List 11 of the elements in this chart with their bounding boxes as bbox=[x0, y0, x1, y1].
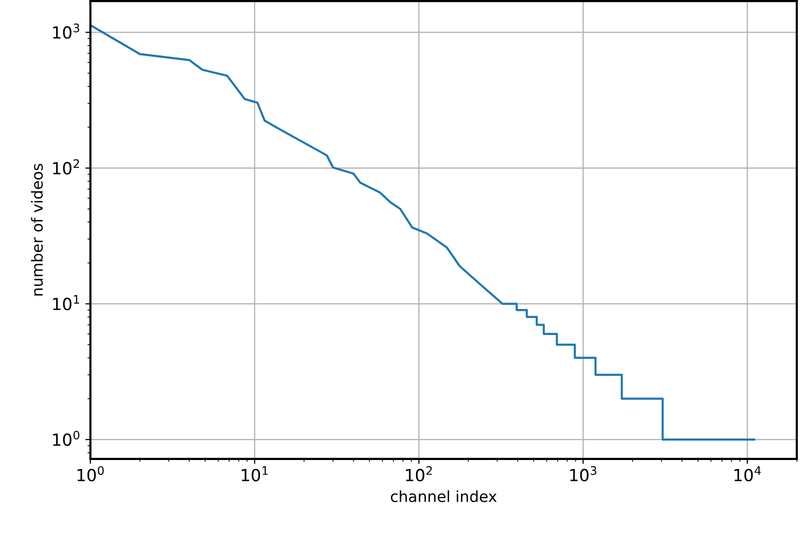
x-tick-label: 10$^{3}$ bbox=[570, 466, 596, 482]
y-tick-label: 10$^{2}$ bbox=[53, 159, 79, 175]
y-tick-label: 10$^{0}$ bbox=[53, 430, 80, 446]
y-axis-title: number of videos bbox=[31, 164, 43, 296]
x-axis-title: channel index bbox=[390, 490, 497, 502]
y-tick-label: 10$^{3}$ bbox=[53, 24, 80, 39]
y-tick-label: 10$^{1}$ bbox=[53, 295, 80, 310]
x-tick-label: 10$^{2}$ bbox=[406, 466, 432, 482]
x-tick-label: 10$^{1}$ bbox=[242, 466, 268, 482]
x-tick-label: 10$^{0}$ bbox=[78, 466, 104, 482]
x-tick-label: 10$^{4}$ bbox=[734, 466, 761, 482]
